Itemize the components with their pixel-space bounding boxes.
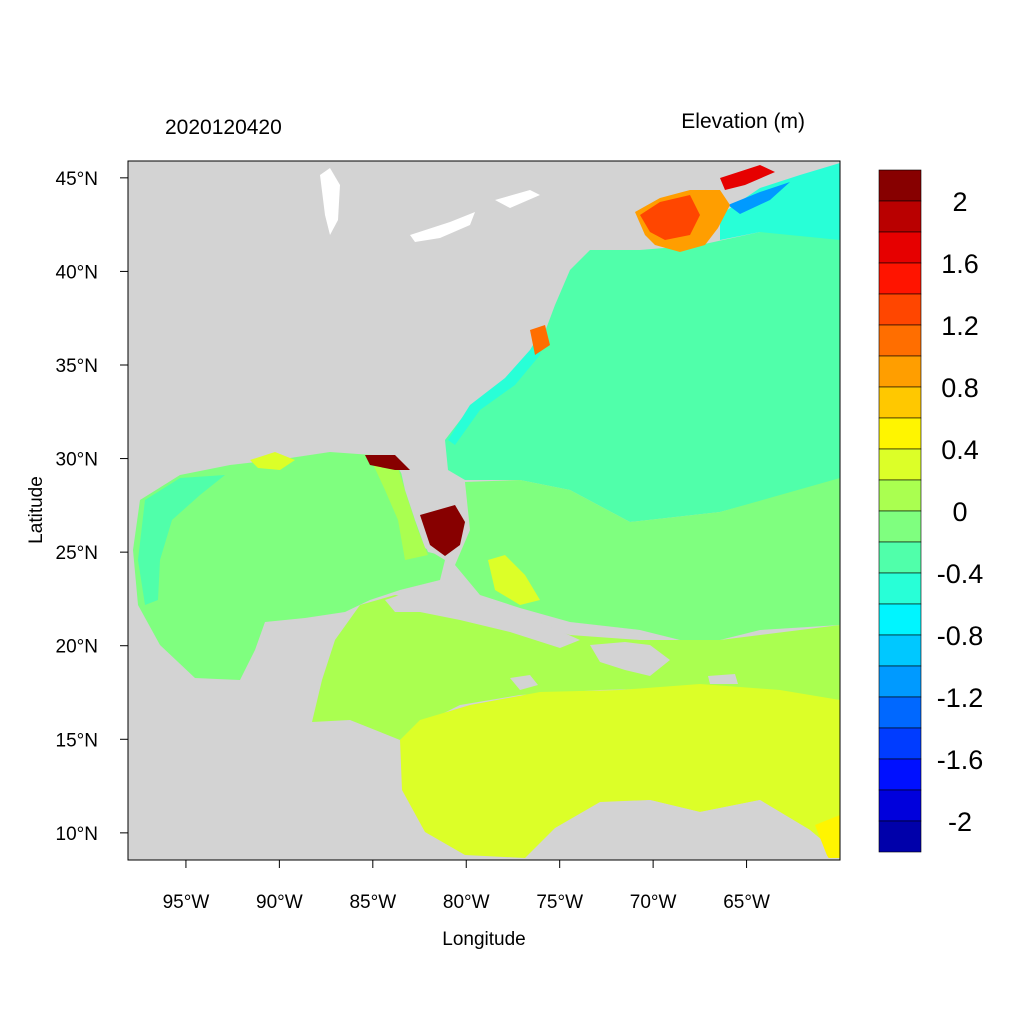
jamaica — [510, 675, 538, 690]
map-plot — [128, 161, 840, 860]
great-lakes-ontario — [495, 190, 540, 208]
caribbean-elevation-02 — [312, 595, 840, 740]
x-tick-label: 70°W — [630, 892, 677, 913]
colorbar-bin — [878, 510, 922, 543]
colorbar-label: 2 — [952, 187, 967, 217]
colorbar-bin — [878, 665, 922, 698]
x-tick-label: 80°W — [443, 892, 490, 913]
x-axis-ticks: 95°W 90°W 85°W 80°W 75°W 70°W 65°W — [163, 860, 770, 913]
gulf-of-maine-peak — [640, 195, 700, 240]
atlantic-elevation-minus02 — [445, 230, 840, 522]
colorbar-bin — [878, 541, 922, 574]
west-florida-shelf — [372, 462, 428, 560]
colorbar-bin — [878, 324, 922, 357]
bay-of-fundy — [720, 165, 775, 190]
x-tick-label: 85°W — [349, 892, 396, 913]
colorbar-bin — [878, 820, 922, 853]
south-america — [540, 800, 830, 860]
colorbar-bin — [878, 200, 922, 233]
colorbar-bin — [878, 758, 922, 791]
title-variable: Elevation (m) — [681, 110, 805, 133]
colorbar-label: -2 — [948, 807, 972, 837]
colorbar-bin — [878, 417, 922, 450]
colorbar-bin — [878, 603, 922, 636]
gulf-of-maine-minus04 — [720, 163, 840, 240]
x-axis-label: Longitude — [442, 929, 525, 950]
colorbar-bin — [878, 231, 922, 264]
y-tick-label: 20°N — [56, 637, 98, 658]
hispaniola — [590, 642, 670, 676]
x-tick-label: 90°W — [256, 892, 303, 913]
x-tick-label: 65°W — [723, 892, 770, 913]
south-florida-surge — [420, 505, 465, 556]
scotian-shelf-minus1 — [728, 182, 790, 214]
colorbar-bin — [878, 355, 922, 388]
colorbar-bin — [878, 634, 922, 667]
x-tick-label: 95°W — [163, 892, 210, 913]
y-tick-label: 10°N — [56, 824, 98, 845]
y-axis-ticks: 45°N 40°N 35°N 30°N 25°N 20°N 15°N 10°N — [56, 169, 128, 845]
colorbar-label: -0.4 — [937, 559, 984, 589]
southeast-caribbean-high — [815, 815, 840, 858]
cuba — [385, 588, 580, 648]
colorbar-bin — [878, 727, 922, 760]
colorbar-label: -1.2 — [937, 683, 984, 713]
chesapeake-surge — [530, 325, 550, 355]
x-tick-label: 75°W — [536, 892, 583, 913]
y-tick-label: 40°N — [56, 262, 98, 283]
florida-panhandle-surge — [365, 455, 410, 470]
colorbar-bin — [878, 262, 922, 295]
great-lakes-erie — [410, 212, 475, 242]
puerto-rico — [708, 674, 738, 684]
colorbar-bin — [878, 696, 922, 729]
great-lakes-michigan — [320, 168, 340, 235]
colorbar-label: -0.8 — [937, 621, 984, 651]
gulf-of-mexico-elevation-0 — [133, 452, 445, 680]
colorbar-label: 0 — [952, 497, 967, 527]
colorbar-bin — [878, 293, 922, 326]
atlantic-coastal-minus04 — [448, 325, 545, 445]
atlantic-south-elevation-0 — [455, 478, 840, 645]
colorbar-label: 1.6 — [941, 249, 979, 279]
y-tick-label: 25°N — [56, 543, 98, 564]
gulf-west-elevation-minus02 — [138, 475, 225, 605]
colorbar-bin — [878, 479, 922, 512]
y-axis-label: Latitude — [26, 476, 47, 544]
title-date: 2020120420 — [165, 116, 282, 139]
y-tick-label: 15°N — [56, 730, 98, 751]
y-tick-label: 45°N — [56, 169, 98, 190]
colorbar-label: 0.8 — [941, 373, 979, 403]
colorbar-bin — [878, 448, 922, 481]
colorbar-bin — [878, 572, 922, 605]
colorbar-label: 0.4 — [941, 435, 979, 465]
plot-frame — [127, 160, 841, 861]
colorbar-bin — [878, 789, 922, 822]
colorbar: 2 1.6 1.2 0.8 0.4 0 -0.4 -0.8 -1.2 -1.6 -2 — [878, 169, 984, 853]
y-tick-label: 30°N — [56, 450, 98, 471]
colorbar-label: 1.2 — [941, 311, 979, 341]
colorbar-label: -1.6 — [937, 745, 984, 775]
colorbar-bin — [878, 386, 922, 419]
colorbar-bin — [878, 169, 922, 202]
gulf-coast-high — [250, 452, 295, 470]
caribbean-elevation-04 — [400, 684, 840, 858]
y-tick-label: 35°N — [56, 356, 98, 377]
bahamas-bank — [488, 555, 540, 605]
